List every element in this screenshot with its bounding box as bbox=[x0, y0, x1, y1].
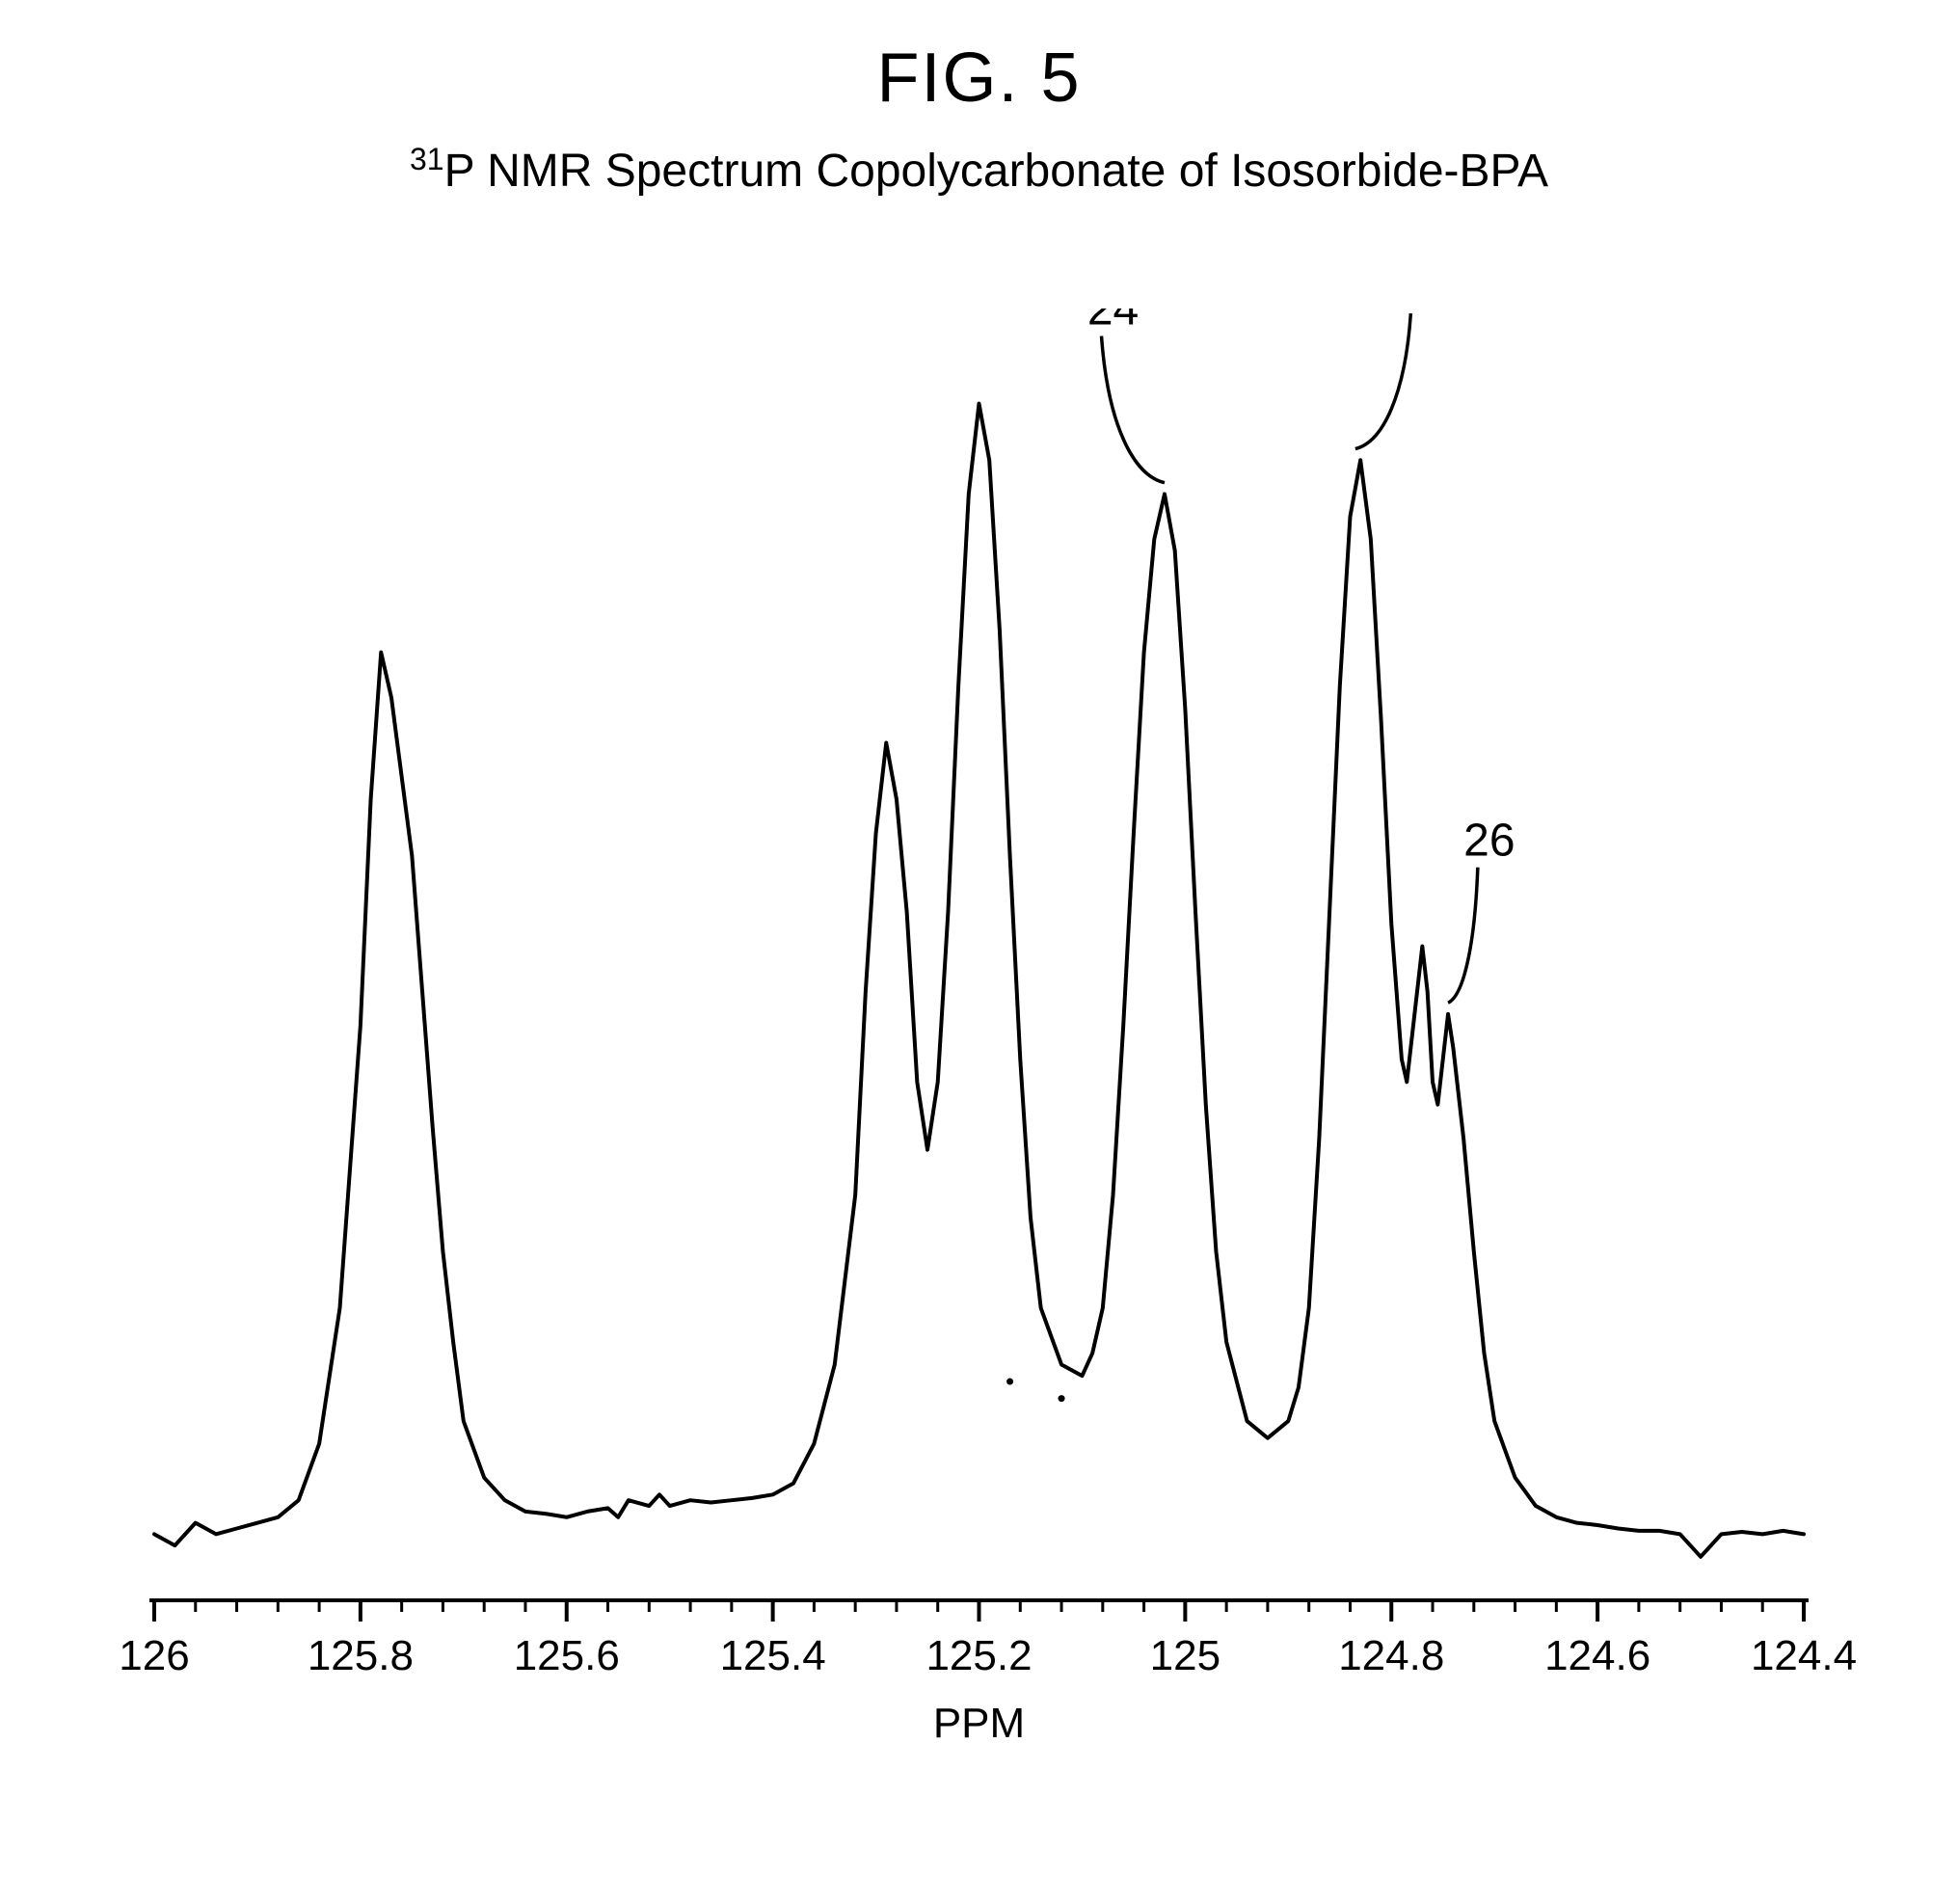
peak-annotation-label: 26 bbox=[1397, 308, 1448, 312]
x-tick-label: 124.6 bbox=[1544, 1632, 1650, 1679]
x-tick-label: 125.4 bbox=[720, 1632, 826, 1679]
x-tick-label: 125 bbox=[1150, 1632, 1220, 1679]
subtitle: 31P NMR Spectrum Copolycarbonate of Isos… bbox=[0, 142, 1958, 198]
spectrum-line bbox=[154, 404, 1804, 1557]
subtitle-superscript: 31 bbox=[410, 142, 444, 176]
x-tick-label: 125.8 bbox=[308, 1632, 414, 1679]
x-tick-label: 126 bbox=[119, 1632, 189, 1679]
x-tick-label: 124.8 bbox=[1338, 1632, 1444, 1679]
figure-title: FIG. 5 bbox=[0, 39, 1958, 118]
annotation-pointer bbox=[1355, 313, 1411, 448]
spectrum-svg: 126 125.8 125.6 125.4 125.2 125 124.8 124.6 124.… bbox=[96, 308, 1862, 1755]
spectrum-chart: 126 125.8 125.6 125.4 125.2 125 124.8 124.6 124.… bbox=[96, 308, 1862, 1755]
x-tick-label: 124.4 bbox=[1751, 1632, 1857, 1679]
peak-annotation-label: 24 bbox=[1087, 308, 1139, 335]
stray-dot bbox=[1006, 1379, 1013, 1385]
x-axis-label: PPM bbox=[933, 1700, 1025, 1747]
x-tick-label: 125.2 bbox=[925, 1632, 1032, 1679]
subtitle-text: P NMR Spectrum Copolycarbonate of Isosor… bbox=[444, 146, 1548, 197]
stray-dot bbox=[1059, 1395, 1065, 1402]
annotation-pointer bbox=[1448, 868, 1478, 1003]
x-tick-label: 125.6 bbox=[514, 1632, 620, 1679]
annotation-pointer bbox=[1102, 336, 1165, 483]
peak-annotation-label: 26 bbox=[1463, 816, 1515, 867]
